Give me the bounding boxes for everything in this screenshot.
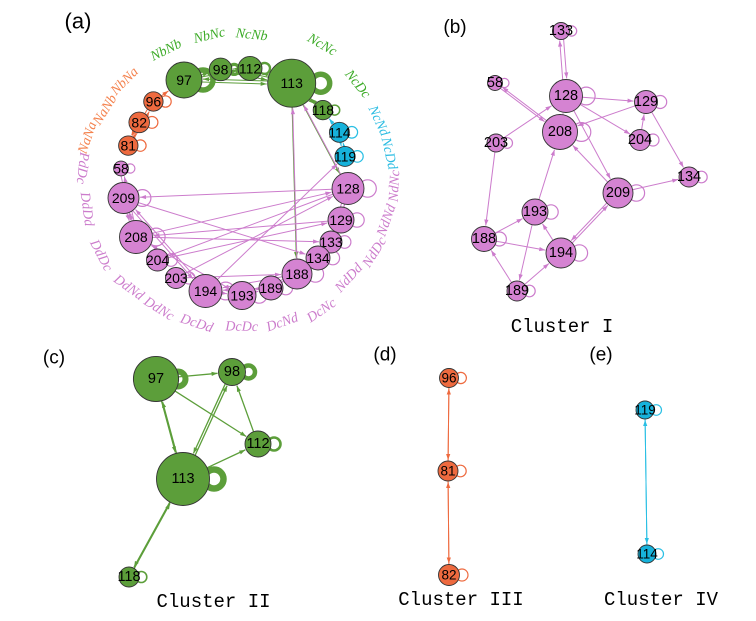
svg-text:81: 81 xyxy=(121,138,137,154)
svg-text:96: 96 xyxy=(441,371,456,386)
svg-text:NcNb: NcNb xyxy=(234,26,268,44)
svg-text:PdDc: PdDc xyxy=(73,150,92,185)
svg-text:113: 113 xyxy=(171,471,194,487)
svg-text:188: 188 xyxy=(472,231,496,247)
svg-text:189: 189 xyxy=(259,280,283,296)
svg-text:97: 97 xyxy=(176,72,192,88)
svg-text:58: 58 xyxy=(113,161,129,177)
svg-text:82: 82 xyxy=(441,568,456,583)
svg-text:98: 98 xyxy=(213,61,229,77)
svg-text:128: 128 xyxy=(554,88,578,104)
svg-text:Cluster II: Cluster II xyxy=(156,591,270,613)
svg-text:(e): (e) xyxy=(589,345,612,366)
svg-text:(d): (d) xyxy=(373,345,396,366)
svg-text:209: 209 xyxy=(606,185,630,201)
svg-text:114: 114 xyxy=(328,124,351,140)
svg-text:118: 118 xyxy=(117,569,140,585)
svg-text:113: 113 xyxy=(281,75,304,91)
svg-text:112: 112 xyxy=(239,60,262,76)
svg-text:134: 134 xyxy=(677,169,701,185)
svg-text:98: 98 xyxy=(224,364,240,380)
svg-text:209: 209 xyxy=(112,190,136,206)
svg-text:(c): (c) xyxy=(43,348,65,369)
svg-text:NdNc: NdNc xyxy=(387,169,404,203)
svg-text:129: 129 xyxy=(634,94,658,110)
svg-text:204: 204 xyxy=(628,132,652,148)
svg-text:204: 204 xyxy=(146,252,170,268)
svg-text:97: 97 xyxy=(148,371,164,387)
svg-text:NbNc: NbNc xyxy=(191,25,227,47)
svg-text:133: 133 xyxy=(549,23,573,39)
svg-text:114: 114 xyxy=(636,547,658,562)
svg-text:208: 208 xyxy=(548,124,572,140)
svg-text:194: 194 xyxy=(549,245,573,261)
svg-text:189: 189 xyxy=(505,283,529,299)
svg-text:(b): (b) xyxy=(443,17,466,38)
svg-text:DcDc: DcDc xyxy=(224,319,259,335)
svg-text:203: 203 xyxy=(164,270,188,286)
svg-text:134: 134 xyxy=(306,250,330,266)
svg-text:194: 194 xyxy=(194,283,218,299)
svg-text:58: 58 xyxy=(487,75,503,91)
svg-text:193: 193 xyxy=(230,288,254,304)
svg-text:96: 96 xyxy=(146,94,162,110)
svg-text:208: 208 xyxy=(124,229,148,245)
svg-text:133: 133 xyxy=(319,234,343,250)
svg-text:81: 81 xyxy=(440,464,455,479)
svg-text:Cluster I: Cluster I xyxy=(511,316,614,338)
svg-text:DdDd: DdDd xyxy=(77,190,97,228)
svg-text:128: 128 xyxy=(336,181,360,197)
svg-text:203: 203 xyxy=(484,135,508,151)
svg-text:112: 112 xyxy=(246,436,269,452)
svg-text:119: 119 xyxy=(334,148,357,164)
svg-text:118: 118 xyxy=(312,102,335,118)
svg-text:(a): (a) xyxy=(65,9,92,34)
svg-text:129: 129 xyxy=(329,212,353,228)
svg-text:193: 193 xyxy=(523,204,547,220)
svg-text:Cluster IV: Cluster IV xyxy=(604,589,719,611)
svg-text:Cluster III: Cluster III xyxy=(398,589,523,611)
svg-text:119: 119 xyxy=(634,403,656,418)
svg-text:188: 188 xyxy=(285,266,309,282)
svg-text:82: 82 xyxy=(131,114,147,130)
